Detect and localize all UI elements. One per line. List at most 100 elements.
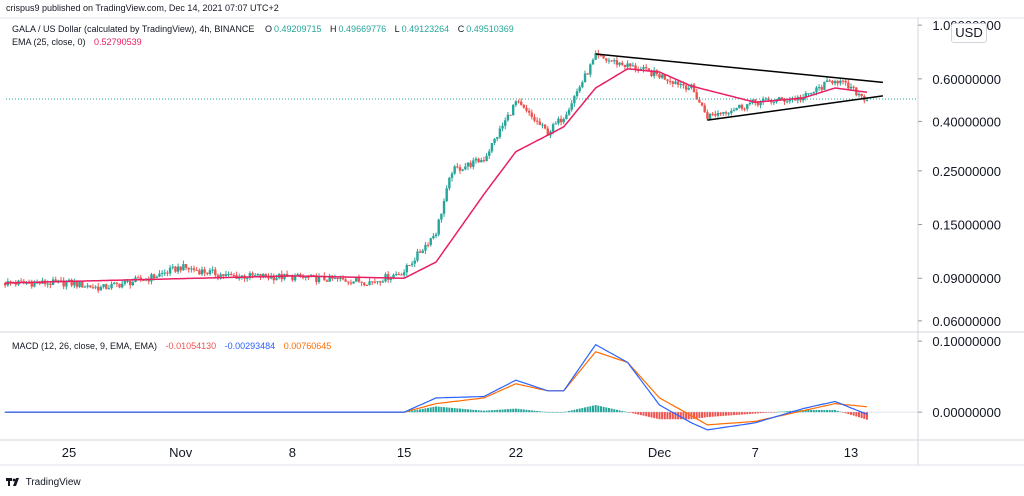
candle-body — [676, 81, 680, 85]
candle — [360, 281, 363, 286]
ema-label[interactable]: EMA (25, close, 0) — [12, 37, 86, 47]
candle — [349, 279, 353, 286]
macd-hist-bar — [839, 411, 842, 413]
candle — [836, 79, 839, 87]
publish-info: crispus9 published on TradingView.com, D… — [6, 3, 279, 13]
candle — [408, 264, 411, 267]
candle-body — [323, 275, 326, 281]
candle-body — [557, 118, 560, 124]
candle — [62, 277, 65, 290]
candle — [724, 110, 728, 116]
candle — [445, 185, 448, 203]
candle — [583, 70, 587, 83]
macd-label[interactable]: MACD (12, 26, close, 9, EMA, EMA) — [12, 341, 158, 351]
macd-hist-bar — [613, 409, 616, 413]
candle — [89, 285, 92, 288]
candle-body — [131, 281, 135, 286]
time-tick-label: 8 — [289, 445, 296, 460]
macd-hist-bar — [756, 412, 759, 414]
candle — [184, 263, 188, 271]
candle — [458, 164, 462, 175]
macd-hist-bar — [557, 412, 560, 413]
symbol-label[interactable]: GALA / US Dollar (calculated by TradingV… — [12, 24, 255, 34]
candle-body — [341, 278, 345, 280]
candle-body — [703, 105, 706, 113]
candle — [708, 113, 712, 120]
candle — [442, 198, 446, 217]
candle — [788, 96, 792, 104]
macd-hist-bar — [469, 409, 472, 413]
candle-body — [230, 273, 233, 276]
candle-body — [187, 267, 190, 270]
macd-hist-bar — [740, 412, 743, 415]
candle — [363, 281, 366, 287]
candle-body — [631, 65, 635, 67]
candle-body — [14, 283, 18, 285]
candle-body — [426, 244, 430, 246]
candle-body — [706, 112, 709, 119]
candle-body — [105, 284, 108, 289]
candle — [623, 64, 627, 70]
close-value: 0.49510369 — [466, 24, 514, 34]
candle-body — [554, 123, 557, 125]
candle-body — [418, 251, 422, 253]
candle — [227, 271, 230, 277]
macd-hist-bar — [437, 406, 440, 413]
macd-hist-bar — [533, 410, 536, 413]
macd-hist-bar — [722, 412, 725, 416]
macd-hist-bar — [560, 412, 563, 413]
candle-body — [70, 279, 73, 286]
candle — [711, 112, 714, 117]
candle — [730, 108, 733, 116]
candle — [831, 79, 834, 85]
candle-body — [115, 282, 119, 284]
candle-body — [762, 99, 765, 102]
macd-hist-bar — [764, 412, 767, 413]
macd-hist-bar — [443, 407, 446, 413]
candle — [525, 104, 528, 113]
ohlc-legend: GALA / US Dollar (calculated by TradingV… — [12, 24, 520, 34]
candle-body — [397, 274, 401, 276]
candle-body — [222, 274, 225, 276]
candle-body — [118, 283, 121, 288]
candle — [426, 242, 430, 248]
candle-body — [743, 108, 746, 110]
macd-hist-bar — [748, 412, 751, 414]
candle-body — [562, 119, 565, 123]
candle — [527, 108, 531, 116]
candle-body — [708, 113, 712, 119]
candle-body — [642, 67, 645, 70]
candle-body — [474, 158, 478, 161]
candle-body — [363, 282, 366, 285]
candle-body — [613, 60, 616, 62]
candle — [605, 58, 608, 64]
candle-body — [679, 84, 682, 86]
candle-body — [253, 275, 257, 277]
candle-body — [567, 109, 571, 115]
candle-body — [291, 275, 294, 281]
candle-body — [198, 270, 201, 275]
candle-body — [836, 81, 839, 84]
macd-hist-bar — [573, 409, 576, 413]
candle-body — [626, 63, 629, 68]
candle-body — [605, 58, 608, 61]
candle-body — [477, 158, 480, 163]
candle — [381, 279, 385, 284]
candle — [19, 278, 23, 282]
candle — [762, 96, 765, 105]
candle-body — [533, 116, 536, 121]
macd-hist-bar — [453, 408, 456, 413]
macd-hist-bar — [820, 410, 823, 413]
candle-body — [424, 244, 427, 251]
candle — [368, 278, 371, 286]
price-tick-label: 0.09000000 — [932, 271, 1001, 286]
macd-hist-bar — [416, 409, 419, 413]
candle — [429, 237, 432, 247]
macd-hist-bar — [693, 412, 696, 419]
currency-selector[interactable]: USD — [951, 23, 987, 43]
macd-hist-bar — [485, 410, 488, 413]
candle-body — [511, 104, 515, 116]
candle — [642, 64, 645, 73]
candle-body — [809, 92, 813, 94]
